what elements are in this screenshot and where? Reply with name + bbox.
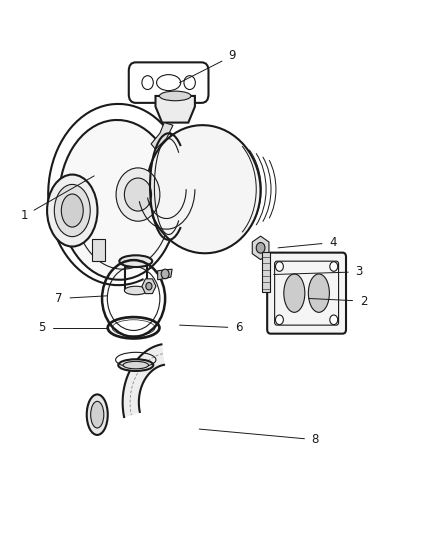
- Ellipse shape: [87, 394, 108, 435]
- Circle shape: [330, 262, 338, 271]
- Text: 1: 1: [20, 209, 28, 222]
- Ellipse shape: [124, 286, 147, 295]
- Ellipse shape: [159, 91, 191, 101]
- Polygon shape: [155, 96, 195, 123]
- Ellipse shape: [116, 168, 160, 221]
- Circle shape: [330, 315, 338, 325]
- Circle shape: [184, 76, 195, 90]
- Text: 5: 5: [38, 321, 45, 334]
- Ellipse shape: [59, 120, 177, 280]
- Polygon shape: [123, 344, 164, 417]
- Ellipse shape: [118, 359, 153, 371]
- Text: 9: 9: [228, 50, 236, 62]
- Ellipse shape: [157, 75, 180, 91]
- Ellipse shape: [54, 184, 90, 237]
- Text: 6: 6: [235, 321, 243, 334]
- Circle shape: [161, 269, 169, 279]
- Circle shape: [276, 262, 283, 271]
- Bar: [92, 239, 105, 261]
- Polygon shape: [142, 279, 156, 294]
- Text: 4: 4: [329, 236, 337, 249]
- FancyBboxPatch shape: [267, 253, 346, 334]
- Ellipse shape: [124, 178, 152, 211]
- Ellipse shape: [284, 274, 305, 312]
- Ellipse shape: [119, 255, 152, 267]
- Text: 3: 3: [356, 265, 363, 278]
- Ellipse shape: [91, 401, 104, 428]
- Polygon shape: [252, 236, 269, 260]
- Ellipse shape: [308, 274, 329, 312]
- Ellipse shape: [61, 194, 83, 227]
- Text: 7: 7: [55, 292, 63, 305]
- Ellipse shape: [123, 361, 148, 369]
- Ellipse shape: [47, 175, 97, 247]
- Bar: [262, 252, 270, 292]
- Polygon shape: [151, 123, 173, 149]
- Circle shape: [146, 282, 152, 290]
- Text: 8: 8: [312, 433, 319, 446]
- Circle shape: [256, 243, 265, 253]
- Polygon shape: [158, 269, 172, 280]
- Circle shape: [142, 76, 153, 90]
- Text: 2: 2: [360, 295, 367, 308]
- Circle shape: [276, 315, 283, 325]
- Ellipse shape: [147, 125, 261, 253]
